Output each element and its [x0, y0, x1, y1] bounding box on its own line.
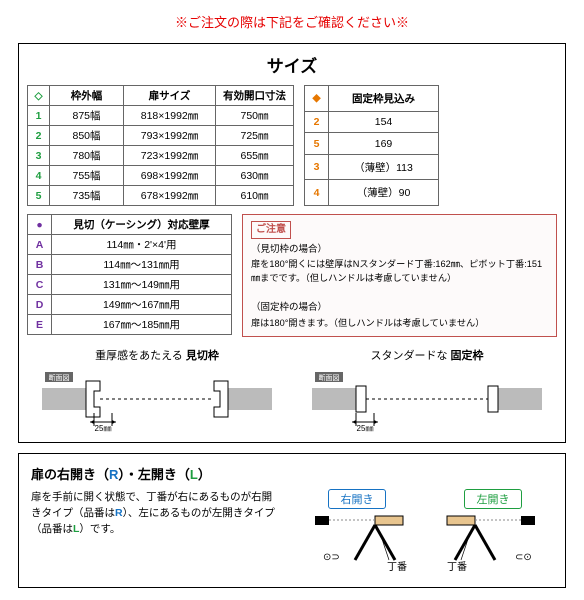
- size-hdr-1: 枠外幅: [50, 86, 124, 106]
- opening-box: 扉の右開き（R）・左開き（L） 扉を手前に開く状態で、丁番が右にあるものが右開き…: [18, 453, 566, 588]
- opening-desc: 扉を手前に開く状態で、丁番が右にあるものが右開きタイプ（品番はR）、左にあるもの…: [31, 489, 281, 538]
- door-swing-icon: ⊙⊃ 丁番: [297, 512, 417, 574]
- table-row: 3780幅723×1992㎜655㎜: [28, 146, 294, 166]
- size-hdr-2: 扉サイズ: [124, 86, 216, 106]
- size-hdr-mark: ◇: [28, 86, 50, 106]
- svg-text:丁番: 丁番: [447, 561, 467, 573]
- table-row: C131㎜～149㎜用: [28, 275, 232, 295]
- table-row: 5735幅678×1992㎜610㎜: [28, 186, 294, 206]
- svg-text:断面図: 断面図: [49, 373, 70, 382]
- notice-sec1-title: （見切枠の場合）: [251, 244, 327, 255]
- cross-section-icon: 断面図 25㎜: [42, 366, 272, 432]
- left-open-label: 左開き: [464, 489, 522, 509]
- table-row: 5169: [305, 133, 439, 155]
- case-hdr-1: 見切（ケーシング）対応壁厚: [52, 215, 232, 235]
- table-row: 4（薄壁）90: [305, 180, 439, 206]
- size-table: ◇ 枠外幅 扉サイズ 有効開口寸法 1875幅818×1992㎜750㎜ 285…: [27, 85, 294, 206]
- casing-table: ● 見切（ケーシング）対応壁厚 A114㎜・2'×4'用 B114㎜～131㎜用…: [27, 214, 232, 335]
- notice-box: ご注意 （見切枠の場合） 扉を180°開くには壁厚はNスタンダード丁番:162㎜…: [242, 214, 557, 337]
- svg-text:25㎜: 25㎜: [95, 424, 112, 432]
- svg-text:⊂⊙: ⊂⊙: [515, 552, 532, 563]
- diagram-mikiri: 重厚感をあたえる 見切枠 断面図 25㎜: [37, 347, 277, 432]
- table-row: 2850幅793×1992㎜725㎜: [28, 126, 294, 146]
- notice-sec2-title: （固定枠の場合）: [251, 302, 327, 313]
- svg-text:25㎜: 25㎜: [357, 424, 374, 432]
- cross-section-icon: 断面図 25㎜: [312, 366, 542, 432]
- right-open-label: 右開き: [328, 489, 386, 509]
- table-row: D149㎜～167㎜用: [28, 295, 232, 315]
- size-box: サイズ ◇ 枠外幅 扉サイズ 有効開口寸法 1875幅818×1992㎜750㎜…: [18, 43, 566, 443]
- warning-text: ※ご注文の際は下記をご確認ください※: [18, 12, 566, 31]
- diagram-left-open: 左開き ⊂⊙ 丁番: [433, 489, 553, 577]
- opening-title: 扉の右開き（R）・左開き（L）: [31, 464, 553, 483]
- door-swing-icon: ⊂⊙ 丁番: [433, 512, 553, 574]
- svg-text:丁番: 丁番: [387, 561, 407, 573]
- case-hdr-mark: ●: [28, 215, 52, 235]
- table-row: 2154: [305, 111, 439, 133]
- table-row: 1875幅818×1992㎜750㎜: [28, 106, 294, 126]
- table-row: 3（薄壁）113: [305, 154, 439, 180]
- fix-hdr-1: 固定枠見込み: [329, 86, 439, 112]
- diagram-kotei: スタンダードな 固定枠 断面図 25㎜: [307, 347, 547, 432]
- svg-text:断面図: 断面図: [319, 373, 340, 382]
- size-hdr-3: 有効開口寸法: [216, 86, 294, 106]
- fix-hdr-mark: ◆: [305, 86, 329, 112]
- table-row: 4755幅698×1992㎜630㎜: [28, 166, 294, 186]
- fixed-frame-table: ◆ 固定枠見込み 2154 5169 3（薄壁）113 4（薄壁）90: [304, 85, 439, 206]
- diagram-right-open: 右開き ⊙⊃ 丁番: [297, 489, 417, 577]
- notice-sec1-body: 扉を180°開くには壁厚はNスタンダード丁番:162㎜、ピボット丁番:151㎜ま…: [251, 259, 542, 283]
- table-row: B114㎜～131㎜用: [28, 255, 232, 275]
- table-row: E167㎜～185㎜用: [28, 315, 232, 335]
- size-title: サイズ: [27, 52, 557, 77]
- notice-sec2-body: 扉は180°開きます。（但しハンドルは考慮していません）: [251, 318, 484, 328]
- notice-title: ご注意: [251, 221, 291, 239]
- svg-text:⊙⊃: ⊙⊃: [323, 552, 340, 563]
- table-row: A114㎜・2'×4'用: [28, 235, 232, 255]
